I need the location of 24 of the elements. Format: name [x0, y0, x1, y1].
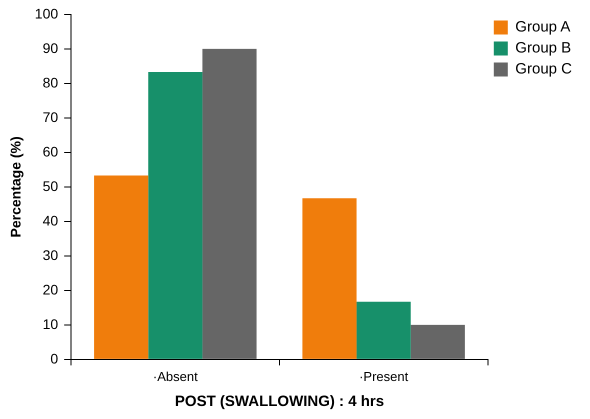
y-tick-label: 0 [50, 350, 58, 366]
bar [94, 176, 148, 359]
y-tick-label: 90 [42, 40, 58, 56]
y-tick-label: 60 [42, 143, 58, 160]
y-tick-label: 30 [42, 246, 58, 263]
y-tick-label: 10 [42, 316, 58, 332]
x-tick-label: ·Absent [152, 368, 198, 384]
legend-label: Group A [515, 18, 570, 36]
bar [148, 72, 202, 359]
bar [202, 48, 257, 359]
y-axis-title: Percentage (%) [7, 136, 24, 238]
x-tick-label: ·Present [359, 368, 409, 384]
legend-label: Group B [515, 40, 572, 57]
bar [302, 198, 357, 359]
y-tick-label: 40 [42, 212, 58, 228]
y-tick-label: 80 [42, 74, 58, 90]
y-tick-label: 70 [42, 108, 58, 125]
y-tick-label: 20 [42, 281, 58, 298]
bar [410, 324, 465, 359]
legend-label: Group C [515, 60, 572, 78]
bar [356, 302, 411, 359]
y-tick-label: 50 [42, 178, 58, 194]
x-axis-title: POST (SWALLOWING) : 4 hrs [174, 393, 384, 410]
y-tick-label: 100 [34, 5, 58, 22]
